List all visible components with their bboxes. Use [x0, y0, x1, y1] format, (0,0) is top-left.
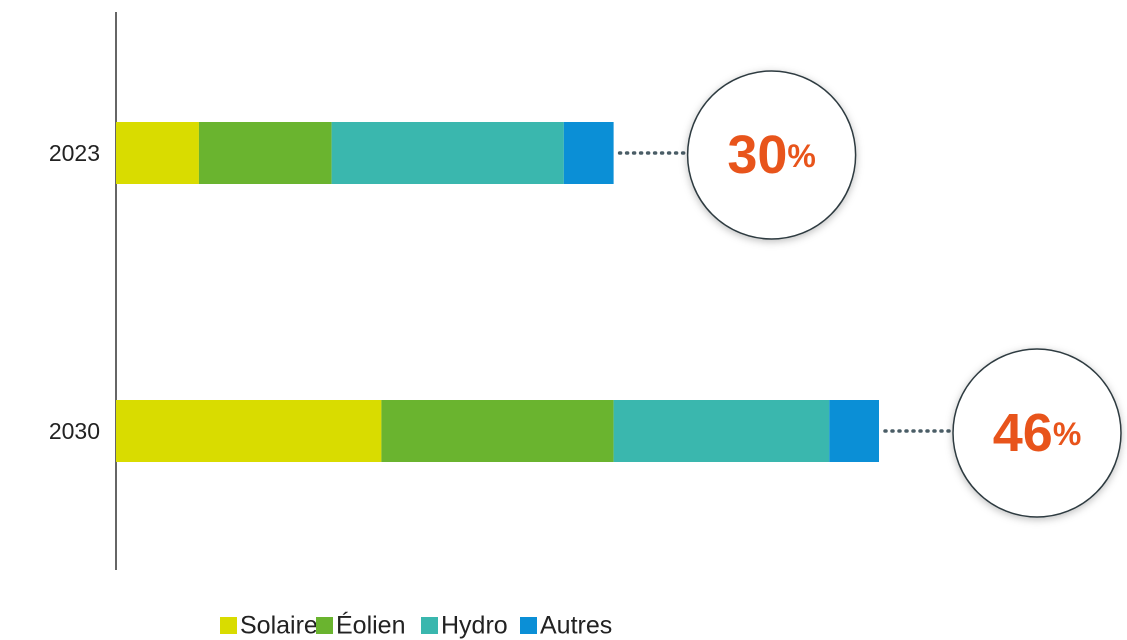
y-tick-label: 2023: [49, 140, 100, 166]
total-badge: [952, 348, 1122, 518]
legend-swatch: [316, 617, 333, 634]
y-tick-label: 2030: [49, 418, 100, 444]
bar-segment: [116, 122, 199, 184]
legend-label: Solaire: [240, 612, 318, 640]
total-number: 46: [993, 403, 1053, 463]
total-unit: %: [787, 138, 815, 174]
bar-segment: [116, 400, 382, 462]
bar-segment: [613, 400, 830, 462]
bar-segment: [381, 400, 614, 462]
legend-label: Hydro: [441, 612, 508, 640]
bar-segment: [563, 122, 614, 184]
legend-label: Autres: [540, 612, 612, 640]
total-unit: %: [1053, 416, 1081, 452]
legend-swatch: [520, 617, 537, 634]
total-label: 30%: [727, 125, 816, 185]
legend-swatch: [220, 617, 237, 634]
bar-segment: [331, 122, 564, 184]
total-number: 30: [727, 125, 787, 185]
bar-segment: [829, 400, 879, 462]
total-badge: [686, 70, 857, 240]
legend-label: Éolien: [336, 611, 406, 640]
bar-segment: [198, 122, 332, 184]
total-label: 46%: [993, 403, 1082, 463]
legend-swatch: [421, 617, 438, 634]
